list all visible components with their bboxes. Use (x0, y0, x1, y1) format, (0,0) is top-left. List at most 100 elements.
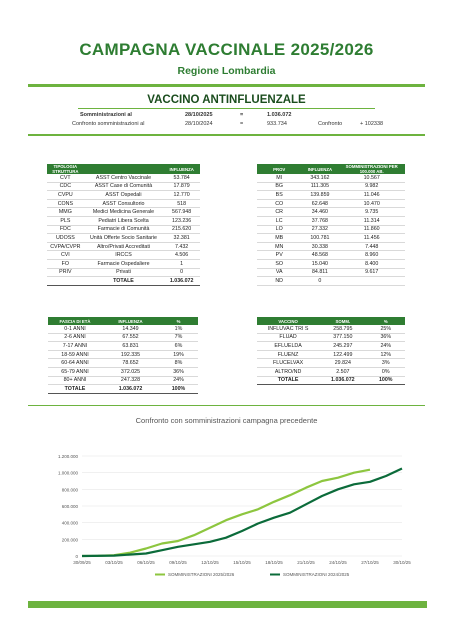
y-tick-label: 800.000 (62, 487, 79, 492)
table-row: 65-79 ANNI 372.025 36% (48, 367, 198, 377)
total-spacer (47, 276, 84, 286)
table-cell: Farmacie di Comunità (83, 225, 164, 235)
compare-value: 933.734 (267, 121, 287, 127)
section-title: VACCINO ANTINFLUENZALE (147, 94, 306, 106)
summary-row-2: Confronto somministrazioni al 28/10/2024… (0, 121, 453, 129)
table-cell: 8% (159, 358, 198, 368)
table-cell: 53.784 (163, 174, 200, 183)
table-row: ALTRO/ND 2.507 0% (257, 367, 405, 377)
table-row: PLS Pediatri Libera Scelta 123.236 (47, 216, 200, 226)
province-table: PROV INFLUENZA SOMMINISTRAZIONI PER 100.00… (257, 164, 405, 286)
x-tick-label: 06/10/25 (137, 560, 155, 565)
table-row: LC 37.768 11.314 (257, 216, 405, 226)
table-cell: 78.652 (102, 358, 159, 368)
table-cell: MMG (47, 207, 84, 217)
table-cell: Privati (83, 268, 164, 278)
column-header: SOMM. (319, 317, 367, 325)
table-cell: 11.314 (338, 216, 405, 226)
table-cell: 6% (159, 341, 198, 351)
table-cell: 343.162 (301, 174, 339, 183)
x-tick-label: 18/10/25 (265, 560, 283, 565)
total-cell: 100% (159, 384, 198, 394)
table-row: MN 30.338 7.448 (257, 242, 405, 252)
table-row: 0-1 ANNI 14.349 1% (48, 325, 198, 334)
table-cell: INFLUVAC TRI S (257, 325, 320, 334)
y-tick-label: 600.000 (62, 504, 79, 509)
table-row: FLUAD 377.150 36% (257, 333, 405, 343)
y-tick-label: 0 (75, 554, 78, 559)
column-header: SOMMINISTRAZIONI PER 100.000 AB. (338, 164, 405, 174)
table-cell: 30.338 (301, 242, 339, 252)
table-row: CVT ASST Centro Vaccinale 53.784 (47, 174, 200, 183)
y-tick-label: 200.000 (62, 537, 79, 542)
table-header-row: VACCINO SOMM.% (257, 317, 405, 325)
table-cell: IRCCS (83, 250, 164, 260)
table-row: FLUCELVAX 29.824 3% (257, 358, 405, 368)
total-cell: 1.036.072 (102, 384, 159, 394)
table-cell: LO (257, 225, 302, 235)
compare-sep: = (240, 121, 244, 127)
table-row: MMG Medici Medicina Generale 567.948 (47, 207, 200, 217)
column-header: PROV (257, 164, 302, 174)
table-row: LO 27.332 11.860 (257, 225, 405, 235)
table-cell: 1 (163, 259, 200, 269)
table-cell: FO (47, 259, 84, 269)
table-row: CVPU ASST Ospedali 12.770 (47, 190, 200, 200)
table-cell: 36% (159, 367, 198, 377)
table-cell: 62.648 (301, 199, 339, 209)
confronto-value: + 102338 (360, 121, 384, 127)
total-cell: 1.036.072 (319, 375, 367, 386)
table-row: 2-6 ANNI 67.552 7% (48, 333, 198, 343)
table-cell: BS (257, 190, 302, 200)
table-cell: 9.617 (338, 268, 405, 278)
footer-bar (28, 601, 427, 608)
table-cell: 7.448 (338, 242, 405, 252)
table-cell: FLUAD (257, 333, 320, 343)
total-row: TOTALE 1.036.072 100% (48, 384, 198, 394)
table-cell: 100.781 (301, 233, 339, 243)
table-cell: 2.507 (319, 367, 367, 377)
table-cell: ASST Ospedali (83, 190, 164, 200)
x-tick-label: 27/10/25 (361, 560, 379, 565)
table-cell: 3% (366, 358, 405, 368)
summary-date: 28/10/2025 (185, 112, 213, 118)
table-cell: 10.470 (338, 199, 405, 209)
line-chart: 0 200.000 400.000 600.000 800.000 1.000.000 1.… (58, 454, 411, 577)
table-cell: Altro/Privati Accreditati (83, 242, 164, 252)
table-cell: 0 (301, 276, 339, 286)
table-cell: Pediatri Libera Scelta (83, 216, 164, 226)
table-row: MB 100.781 11.456 (257, 233, 405, 243)
table-cell: 111.305 (301, 182, 339, 192)
chart-divider (28, 405, 425, 406)
table-cell: 37.768 (301, 216, 339, 226)
table-cell: CDC (47, 182, 84, 192)
table-cell: 29.824 (319, 358, 367, 368)
table-row: 7-17 ANNI 63.831 6% (48, 341, 198, 351)
summary-row-1: Somministrazioni al 28/10/2025 = 1.036.0… (0, 112, 453, 120)
table-cell: FDC (47, 225, 84, 235)
y-tick-label: 1.200.000 (58, 454, 79, 459)
table-cell: 215.620 (163, 225, 200, 235)
table-cell: 24% (366, 341, 405, 351)
table-cell: 27.332 (301, 225, 339, 235)
table-cell: 377.150 (319, 333, 367, 343)
top-divider (28, 84, 425, 87)
table-cell: Unità Offerte Socio Sanitarie (83, 233, 164, 243)
x-tick-label: 24/10/25 (329, 560, 347, 565)
table-cell: 7.432 (163, 242, 200, 252)
table-cell: Medici Medicina Generale (83, 207, 164, 217)
table-cell: Farmacie Ospedaliere (83, 259, 164, 269)
table-cell: 9.982 (338, 182, 405, 192)
table-cell: 192.335 (102, 350, 159, 360)
table-cell: 65-79 ANNI (48, 367, 102, 377)
table-cell: ASST Case di Comunità (83, 182, 164, 192)
table-cell: 12% (366, 350, 405, 360)
table-cell: 9.735 (338, 207, 405, 217)
table-cell: 247.328 (102, 376, 159, 386)
table-cell: 0% (366, 367, 405, 377)
table-row: SO 15.040 8.400 (257, 259, 405, 269)
table-cell: 8.960 (338, 250, 405, 260)
column-header: INFLUENZA (163, 164, 200, 174)
table-cell: PRIV (47, 268, 84, 278)
table-cell: PLS (47, 216, 84, 226)
